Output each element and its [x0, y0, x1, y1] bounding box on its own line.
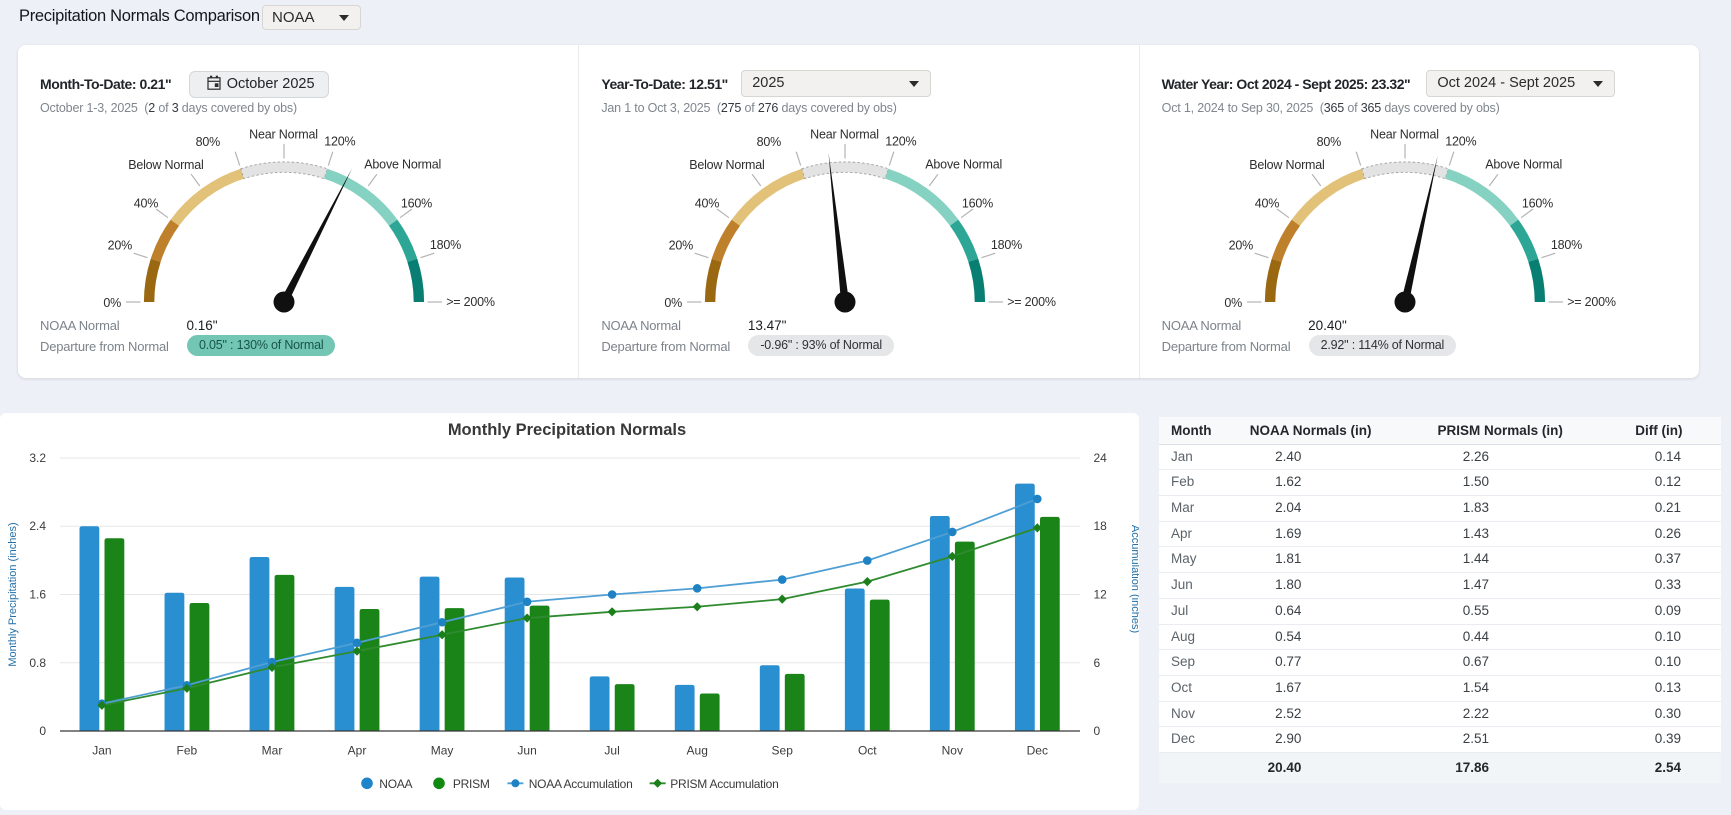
svg-text:Near Normal: Near Normal: [1370, 128, 1439, 142]
svg-text:Near Normal: Near Normal: [249, 128, 318, 142]
svg-text:Below Normal: Below Normal: [1249, 158, 1324, 172]
svg-text:Nov: Nov: [942, 744, 963, 758]
svg-text:80%: 80%: [1317, 135, 1342, 149]
svg-text:0%: 0%: [1224, 296, 1242, 310]
svg-text:180%: 180%: [1551, 238, 1582, 252]
svg-text:Jan: Jan: [92, 744, 111, 758]
svg-text:40%: 40%: [1255, 197, 1280, 211]
svg-text:20%: 20%: [669, 239, 694, 253]
svg-text:Accumulation (inches): Accumulation (inches): [1129, 525, 1139, 633]
svg-text:18: 18: [1094, 519, 1108, 533]
svg-text:80%: 80%: [195, 135, 220, 149]
svg-text:Monthly Precipitation Normals: Monthly Precipitation Normals: [448, 421, 686, 439]
svg-text:Mar: Mar: [262, 744, 283, 758]
svg-text:Aug: Aug: [687, 744, 708, 758]
svg-text:20%: 20%: [107, 239, 132, 253]
svg-text:Sep: Sep: [772, 744, 794, 758]
svg-text:12: 12: [1094, 588, 1108, 602]
svg-text:0: 0: [1094, 724, 1101, 738]
svg-text:180%: 180%: [429, 238, 460, 252]
svg-text:180%: 180%: [991, 238, 1022, 252]
svg-text:3.2: 3.2: [29, 451, 46, 465]
svg-text:Above Normal: Above Normal: [925, 158, 1002, 172]
svg-text:Near Normal: Near Normal: [810, 128, 879, 142]
svg-text:80%: 80%: [757, 135, 782, 149]
svg-text:40%: 40%: [133, 197, 158, 211]
svg-text:2.4: 2.4: [29, 519, 46, 533]
svg-text:20%: 20%: [1229, 239, 1254, 253]
svg-text:120%: 120%: [1445, 135, 1476, 149]
svg-text:Below Normal: Below Normal: [689, 158, 764, 172]
svg-text:0%: 0%: [103, 296, 121, 310]
svg-text:PRISM Accumulation: PRISM Accumulation: [670, 777, 778, 791]
svg-text:Jul: Jul: [604, 744, 619, 758]
svg-text:Oct: Oct: [858, 744, 877, 758]
svg-text:May: May: [431, 744, 454, 758]
svg-text:PRISM: PRISM: [453, 777, 490, 791]
svg-text:160%: 160%: [962, 196, 993, 210]
svg-text:24: 24: [1094, 451, 1108, 465]
svg-text:Feb: Feb: [177, 744, 198, 758]
svg-text:160%: 160%: [1522, 196, 1553, 210]
svg-text:120%: 120%: [885, 135, 916, 149]
svg-text:Monthly Precipitation (inches): Monthly Precipitation (inches): [7, 522, 19, 666]
svg-text:Jun: Jun: [517, 744, 536, 758]
svg-text:120%: 120%: [324, 135, 355, 149]
svg-text:Above Normal: Above Normal: [1485, 158, 1562, 172]
svg-text:Above Normal: Above Normal: [364, 158, 441, 172]
svg-text:Apr: Apr: [348, 744, 367, 758]
svg-text:Dec: Dec: [1027, 744, 1048, 758]
svg-text:NOAA Accumulation: NOAA Accumulation: [529, 777, 633, 791]
svg-text:6: 6: [1094, 656, 1101, 670]
svg-text:>= 200%: >= 200%: [446, 295, 495, 309]
svg-text:>= 200%: >= 200%: [1567, 295, 1616, 309]
svg-text:160%: 160%: [400, 196, 431, 210]
svg-text:40%: 40%: [695, 197, 720, 211]
svg-text:NOAA: NOAA: [379, 777, 412, 791]
svg-text:0.8: 0.8: [29, 656, 46, 670]
svg-text:Below Normal: Below Normal: [128, 158, 203, 172]
svg-text:1.6: 1.6: [29, 588, 46, 602]
svg-text:0: 0: [39, 724, 46, 738]
svg-text:>= 200%: >= 200%: [1007, 295, 1056, 309]
svg-text:0%: 0%: [664, 296, 682, 310]
